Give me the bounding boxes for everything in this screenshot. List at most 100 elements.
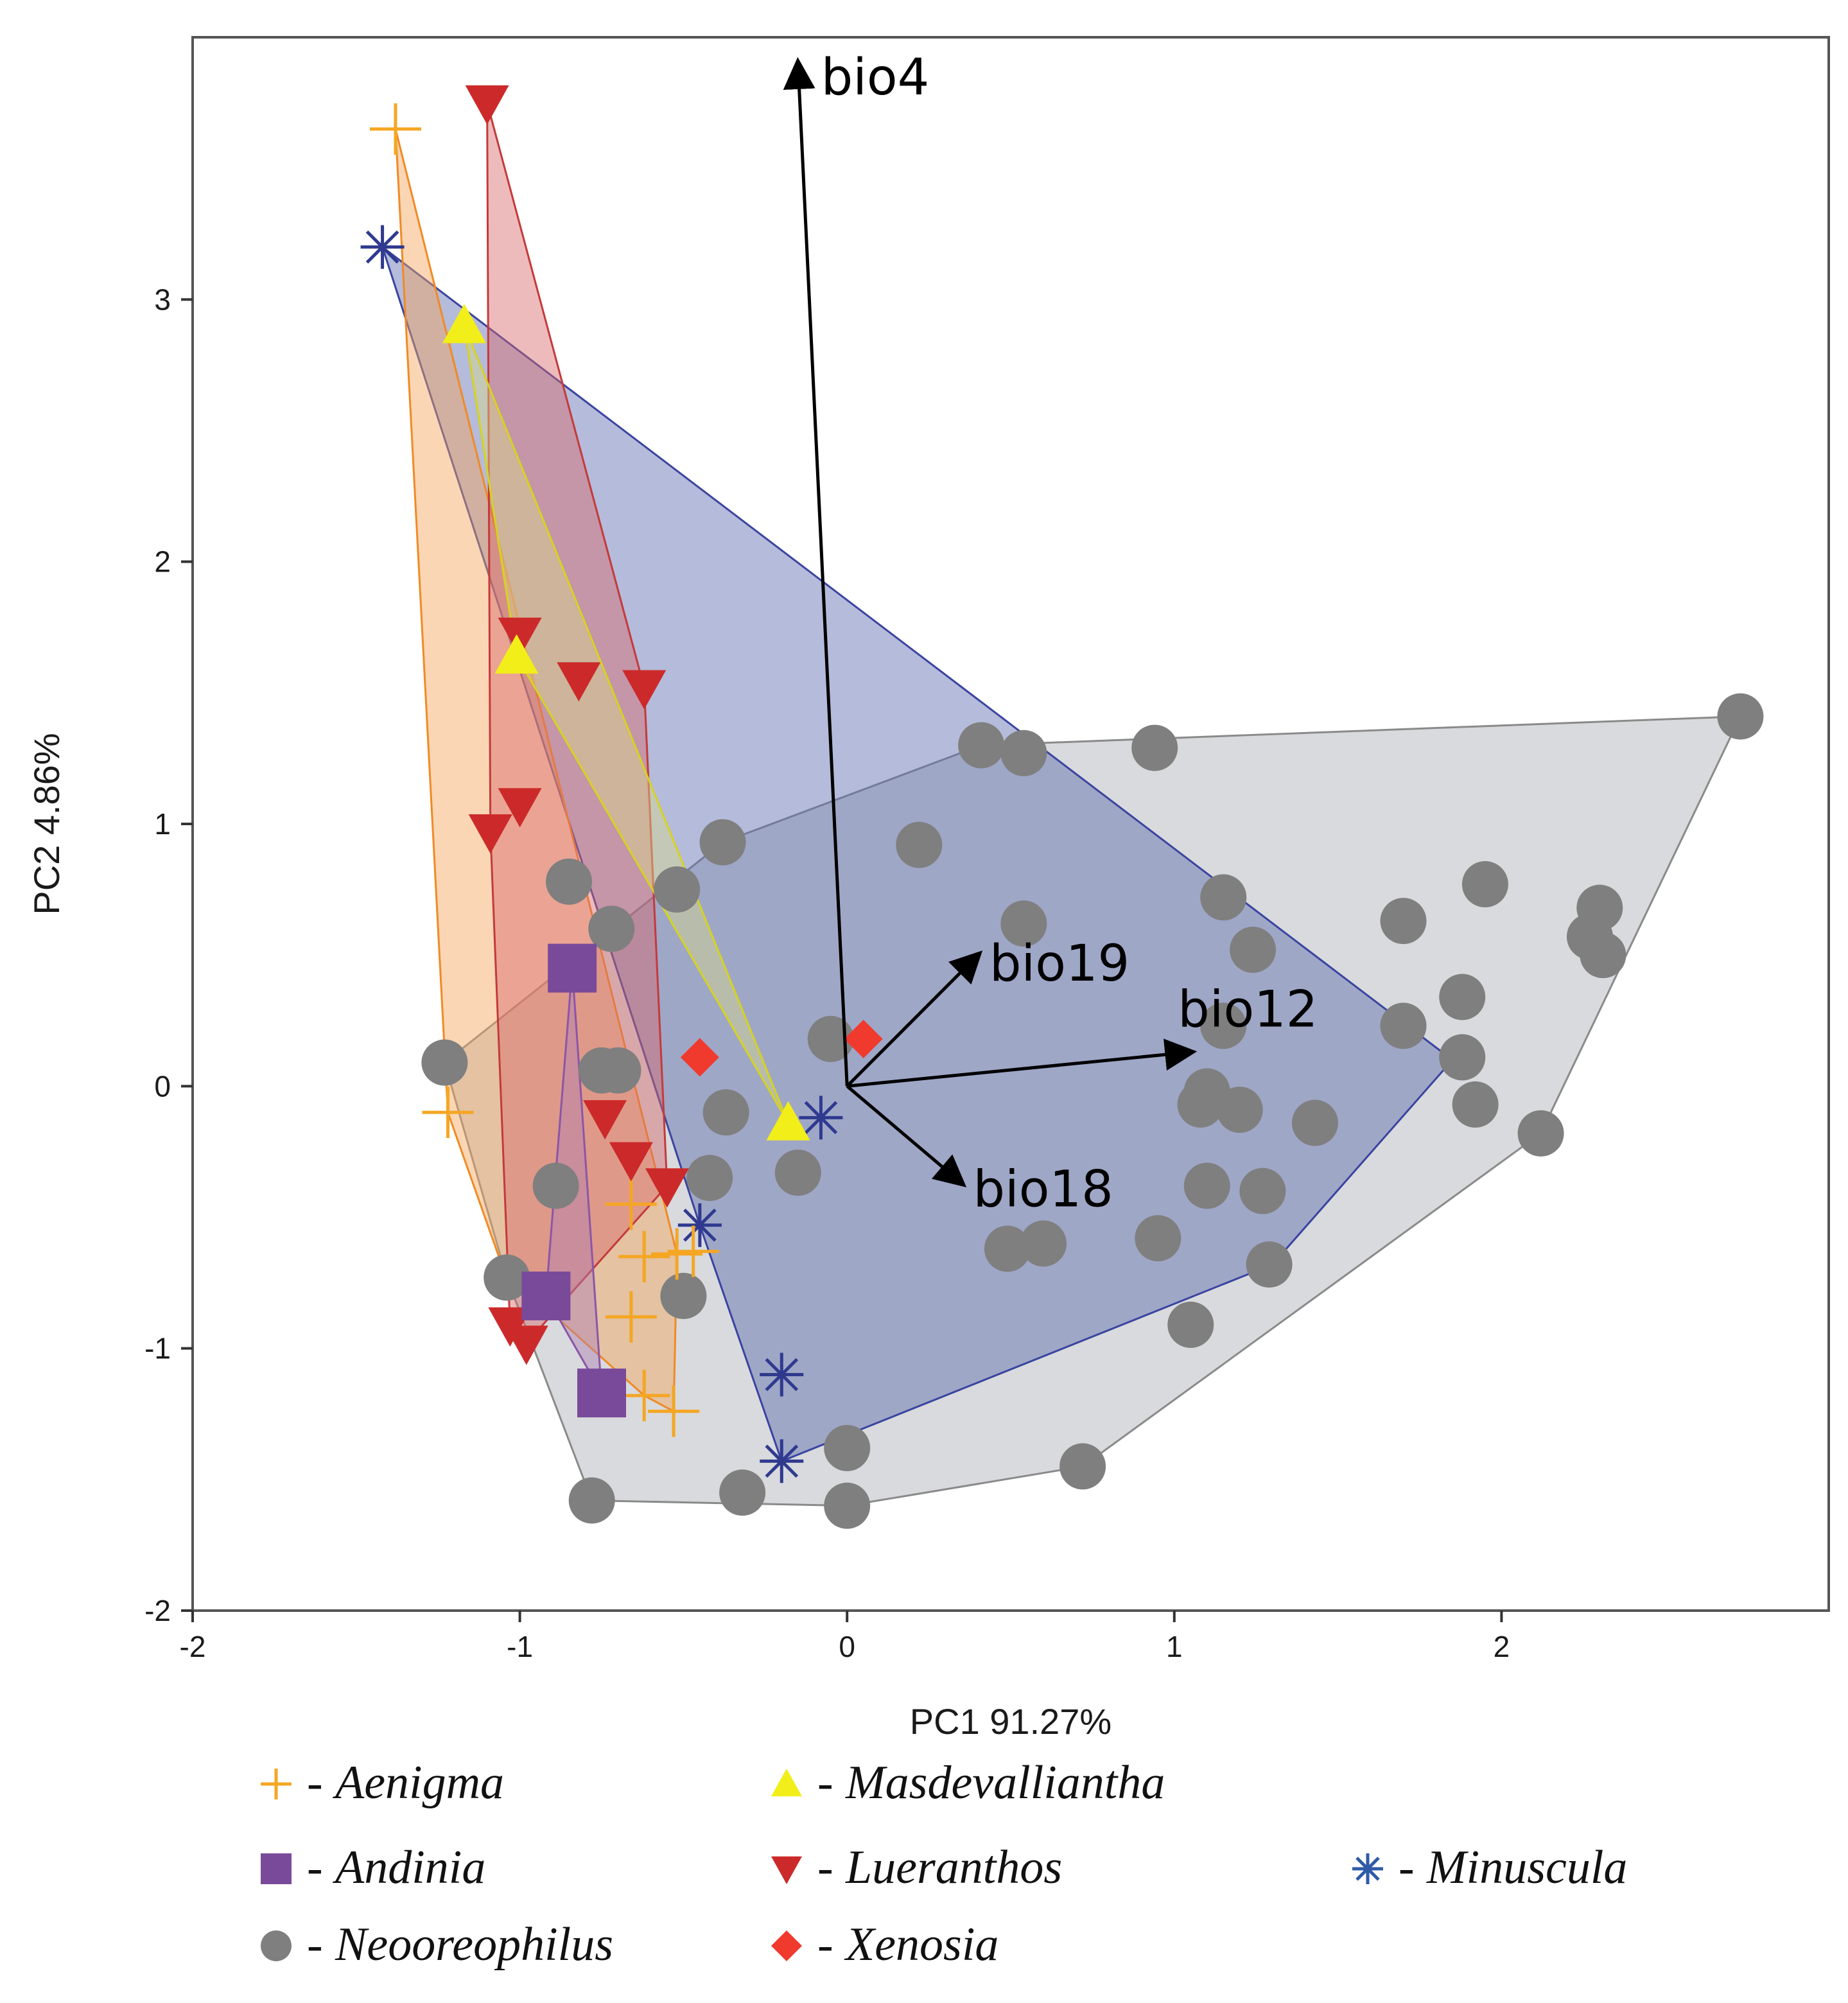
point-minuscula [677,1203,722,1247]
diamond-legend-icon [771,1930,802,1961]
point-neooreophilus [532,1162,579,1209]
point-neooreophilus [1576,884,1623,931]
point-neooreophilus [1291,1099,1338,1146]
vector-label-bio4: bio4 [821,49,930,107]
point-neooreophilus [774,1150,821,1196]
point-neooreophilus [824,1482,871,1529]
series-masdevalliantha [442,304,810,1141]
x-tick-label: 1 [1166,1630,1183,1663]
legend-separator: - [307,1841,323,1894]
point-neooreophilus [1000,730,1047,776]
point-aenigma [618,1370,670,1422]
point-neooreophilus [1167,1301,1214,1348]
legend-label: Neooreophilus [335,1918,613,1971]
series-xenosia [680,1019,883,1077]
point-lueranthos [504,1325,548,1365]
legend-label: Minuscula [1426,1841,1627,1894]
legend-item-neooreophilus: - Neooreophilus [261,1918,613,1971]
point-masdevalliantha [494,634,539,674]
point-xenosia [844,1019,883,1058]
point-neooreophilus [958,722,1005,769]
legend-separator: - [1399,1841,1415,1894]
legend-separator: - [817,1756,833,1809]
legend-item-lueranthos: - Lueranthos [771,1841,1062,1894]
point-neooreophilus [1135,1215,1181,1262]
plus-legend-icon [261,1769,292,1799]
point-neooreophilus [1439,1034,1486,1081]
point-neooreophilus [1461,861,1508,907]
point-neooreophilus [702,1089,749,1136]
triangle-down-legend-icon [771,1856,802,1884]
asterisk-legend-icon [1352,1853,1383,1884]
circle-legend-icon [261,1930,292,1961]
point-neooreophilus [595,1047,641,1094]
point-lueranthos [609,1142,653,1182]
legend-separator: - [307,1756,323,1809]
point-aenigma [648,1385,700,1437]
series-minuscula [360,225,843,1483]
point-aenigma [422,1087,474,1139]
point-neooreophilus [1200,874,1247,921]
x-tick-label: -1 [507,1630,533,1663]
point-masdevalliantha [766,1101,810,1141]
hull-masdevalliantha [463,325,789,1124]
point-lueranthos [622,670,667,710]
square-legend-icon [261,1853,292,1884]
point-aenigma [605,1178,657,1230]
y-tick-label: 3 [154,283,171,316]
legend-label: Andinia [332,1841,485,1894]
point-neooreophilus [1517,1110,1564,1157]
vector-label-bio12: bio12 [1178,981,1318,1038]
x-tick-label: 2 [1494,1630,1510,1663]
legend-label: Lueranthos [845,1841,1062,1894]
vector-bio4 [783,57,849,1087]
point-aenigma [369,103,421,155]
point-neooreophilus [1580,932,1626,979]
point-lueranthos [645,1168,689,1208]
point-neooreophilus [1239,1168,1286,1214]
convex-hulls [380,102,1742,1507]
point-neooreophilus [421,1039,468,1086]
axes: -2 -1 0 1 2 -2 -1 0 1 2 3 [144,283,1510,1663]
vector-bio12 [846,1038,1198,1088]
triangle-up-legend-icon [771,1769,802,1797]
y-tick-label: -1 [144,1332,171,1365]
y-tick-label: 2 [154,545,171,579]
point-lueranthos [498,788,542,828]
point-neooreophilus [588,905,635,952]
legend-item-andinia: - Andinia [261,1841,485,1894]
x-axis-label: PC1 91.27% [910,1701,1111,1742]
point-neooreophilus [1200,1002,1247,1049]
point-neooreophilus [824,1424,871,1471]
y-tick-label: 0 [154,1069,171,1103]
series-neooreophilus [421,693,1764,1529]
point-masdevalliantha [442,304,486,344]
point-neooreophilus [654,866,701,913]
y-axis-label: PC2 4.86% [26,733,67,914]
data-points [360,85,1764,1529]
point-neooreophilus [1059,1443,1106,1490]
point-aenigma [605,1291,657,1343]
point-neooreophilus [896,821,943,868]
point-lueranthos [498,617,542,657]
vector-label-bio18: bio18 [973,1160,1113,1218]
point-neooreophilus [1717,693,1764,740]
point-neooreophilus [1439,974,1486,1020]
point-minuscula [760,1352,804,1397]
point-neooreophilus [984,1225,1031,1272]
point-neooreophilus [1000,900,1047,947]
series-lueranthos [465,85,689,1365]
point-neooreophilus [568,1477,615,1524]
point-minuscula [799,1096,843,1140]
point-neooreophilus [484,1254,530,1301]
point-andinia [577,1369,626,1418]
point-neooreophilus [807,1015,854,1062]
point-neooreophilus [1020,1220,1067,1267]
point-lueranthos [557,662,601,702]
point-aenigma [667,1225,719,1277]
point-andinia [521,1272,571,1320]
vector-label-bio19: bio19 [989,935,1129,993]
loading-vectors: bio4 bio19 bio12 bio18 [783,49,1318,1218]
point-neooreophilus [546,858,593,905]
